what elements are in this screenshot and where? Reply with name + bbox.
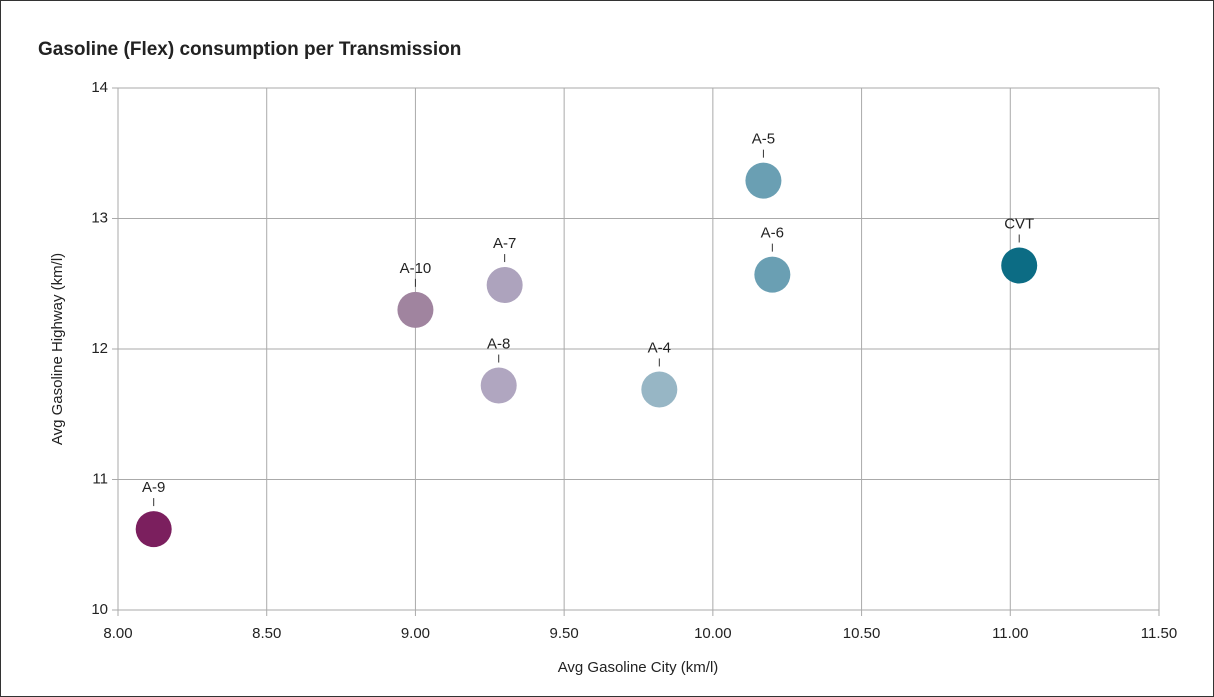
point-label: A-9 xyxy=(142,479,165,496)
point xyxy=(135,511,172,548)
x-tick-label: 10.00 xyxy=(694,625,732,642)
point xyxy=(1001,247,1038,284)
point-label: CVT xyxy=(1004,215,1034,232)
chart-title: Gasoline (Flex) consumption per Transmis… xyxy=(38,39,461,60)
x-tick-label: 10.50 xyxy=(843,625,881,642)
y-tick-label: 10 xyxy=(91,601,108,618)
point xyxy=(641,371,678,408)
point xyxy=(480,367,517,404)
point xyxy=(745,162,782,199)
point xyxy=(754,256,791,293)
point-label: A-10 xyxy=(400,260,432,277)
x-tick-label: 8.50 xyxy=(252,625,281,642)
y-tick-label: 14 xyxy=(91,79,108,96)
point-label: A-4 xyxy=(648,339,671,356)
x-tick-label: 11.00 xyxy=(992,625,1028,642)
point xyxy=(397,291,434,328)
point-label: A-8 xyxy=(487,336,510,353)
x-axis-label: Avg Gasoline City (km/l) xyxy=(558,659,719,676)
point xyxy=(486,267,523,304)
y-tick-label: 11 xyxy=(92,470,108,487)
x-tick-label: 8.00 xyxy=(103,625,132,642)
y-axis-label: Avg Gasoline Highway (km/l) xyxy=(49,253,66,445)
x-tick-label: 9.00 xyxy=(401,625,430,642)
x-tick-label: 9.50 xyxy=(550,625,579,642)
point-label: A-5 xyxy=(752,131,775,148)
y-tick-label: 12 xyxy=(91,340,108,357)
point-label: A-6 xyxy=(761,225,784,242)
point-label: A-7 xyxy=(493,235,516,252)
x-tick-label: 11.50 xyxy=(1141,625,1177,642)
y-tick-label: 13 xyxy=(91,209,108,226)
